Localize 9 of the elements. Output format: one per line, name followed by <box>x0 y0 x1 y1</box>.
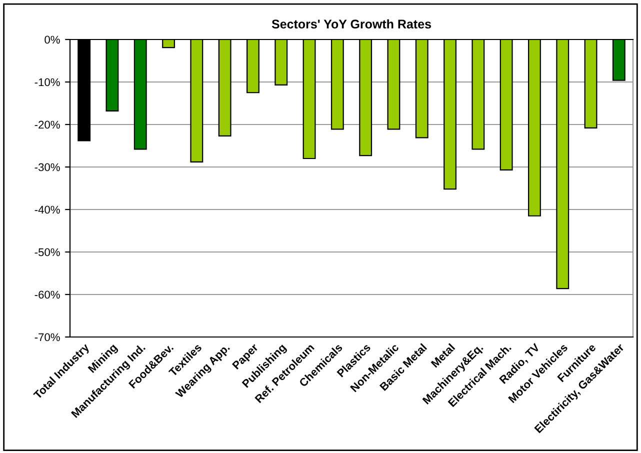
chart-title: Sectors' YoY Growth Rates <box>272 19 431 29</box>
y-tick-label: 0% <box>44 36 60 44</box>
y-tick-label: -60% <box>34 290 60 299</box>
y-tick-label: -70% <box>34 333 60 342</box>
y-tick-label: -40% <box>34 206 60 214</box>
y-tick-label: -20% <box>34 120 60 129</box>
y-tick-label: -50% <box>34 248 60 256</box>
y-tick-label: -10% <box>34 78 60 86</box>
y-tick-label: -30% <box>34 163 60 172</box>
